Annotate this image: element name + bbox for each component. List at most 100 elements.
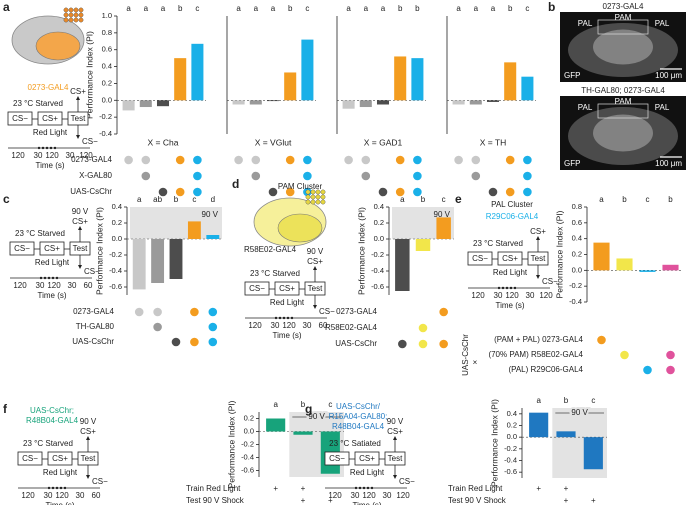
panel-letter: e (455, 192, 462, 206)
shock-label: 90 V (202, 210, 219, 219)
time-tick: 120 (396, 491, 410, 500)
genotype-dot (193, 171, 202, 181)
significance-letter: a (254, 4, 259, 13)
y-tick-label: -0.4 (371, 266, 384, 275)
image-title: TH-GAL80; 0273-GAL4 (581, 86, 665, 95)
down-label: CS− (92, 477, 108, 486)
y-axis-label: Performance Index (PI) (84, 31, 94, 119)
significance-letter: b (398, 4, 403, 13)
time-tick: 120 (13, 281, 27, 290)
y-tick-label: 0.2 (102, 78, 112, 87)
driver-label: R48B04-GAL4 (332, 422, 385, 431)
light-pulse (49, 146, 53, 150)
stain-label: GFP (564, 159, 580, 168)
cell-body (305, 199, 311, 205)
cell-body (73, 7, 79, 13)
y-tick-label: 0.0 (572, 265, 582, 274)
genotype-dot (234, 155, 243, 165)
light-label: Red Light (350, 468, 385, 477)
time-axis-label: Time (s) (37, 291, 66, 300)
genotype-dot (523, 155, 532, 165)
phase-label: CS− (329, 454, 345, 463)
significance-letter: c (646, 195, 650, 204)
bar (415, 239, 431, 251)
pam-outline (597, 19, 649, 35)
time-tick: 30 (34, 151, 43, 160)
significance-letter: c (192, 195, 196, 204)
light-label: Red Light (33, 128, 68, 137)
significance-letter: c (195, 4, 199, 13)
phase-box (17, 451, 43, 466)
y-tick-label: -0.4 (241, 452, 254, 461)
condition-mark: + (591, 496, 596, 505)
genotype-dot (523, 171, 532, 181)
row-prefix: UAS-CsChr (461, 334, 470, 376)
phase-label: CS+ (359, 454, 375, 463)
bar (436, 217, 451, 239)
significance-letter: b (622, 195, 627, 204)
region-label: PAL (655, 19, 670, 28)
chart-title: X = Cha (148, 137, 179, 147)
genotype-dot (413, 171, 422, 181)
bar (469, 100, 482, 105)
significance-letter: a (474, 4, 479, 13)
bar (232, 100, 245, 105)
time-tick: 120 (248, 321, 262, 330)
bar (169, 239, 183, 279)
cell-body (310, 189, 316, 195)
cluster-label: PAL Cluster (491, 200, 533, 209)
genotype-dot (124, 155, 133, 165)
condition-mark: + (536, 484, 541, 493)
phase-label: Test (81, 454, 96, 463)
condition-mark: + (301, 484, 306, 493)
cell-body (78, 7, 84, 13)
light-pulse (37, 146, 41, 150)
bar (394, 56, 407, 101)
time-tick: 120 (79, 151, 93, 160)
time-tick: 60 (92, 491, 101, 500)
genotype-dot (439, 339, 448, 349)
y-tick-label: -0.2 (504, 444, 517, 453)
light-pulse (43, 276, 47, 280)
y-tick-label: 0.4 (112, 202, 122, 211)
chart-title: X = GAD1 (364, 137, 403, 147)
time-tick: 30 (271, 321, 280, 330)
y-tick-label: -0.4 (569, 297, 582, 306)
significance-letter: c (525, 4, 529, 13)
bar (206, 235, 220, 239)
light-pulse (501, 286, 505, 290)
light-pulse (39, 276, 43, 280)
genotype-dot (303, 171, 312, 181)
time-tick: 120 (362, 491, 376, 500)
light-pulse (278, 316, 282, 320)
cell-body (305, 189, 311, 195)
y-tick-label: 0.4 (572, 234, 582, 243)
significance-letter: b (508, 4, 513, 13)
light-pulse (286, 316, 290, 320)
genotype-dot (378, 187, 388, 197)
phase-box (7, 111, 33, 126)
phase-label: CS− (249, 284, 265, 293)
phase-box (274, 281, 300, 296)
significance-letter: a (161, 4, 166, 13)
bar (132, 239, 146, 290)
up-label: CS+ (387, 427, 403, 436)
genotype-dot (418, 339, 428, 349)
time-tick: 120 (21, 491, 35, 500)
time-tick: 30 (383, 491, 392, 500)
bar (249, 100, 262, 105)
driver-label: 0273-GAL4 (28, 83, 69, 92)
chart-title: X = VGlut (255, 137, 292, 147)
y-tick-label: -0.2 (569, 281, 582, 290)
cell-body (315, 199, 321, 205)
condition: 23 °C Starved (23, 439, 73, 448)
genotype-dot (190, 307, 199, 317)
bar (174, 58, 187, 101)
row-label: 0273-GAL4 (336, 307, 377, 316)
time-tick: 120 (539, 291, 553, 300)
genotype-dot (505, 187, 515, 197)
panel-letter: b (548, 0, 555, 14)
time-axis-label: Time (s) (35, 161, 64, 170)
y-tick-label: 0.6 (572, 218, 582, 227)
genotype-dot (193, 155, 202, 165)
